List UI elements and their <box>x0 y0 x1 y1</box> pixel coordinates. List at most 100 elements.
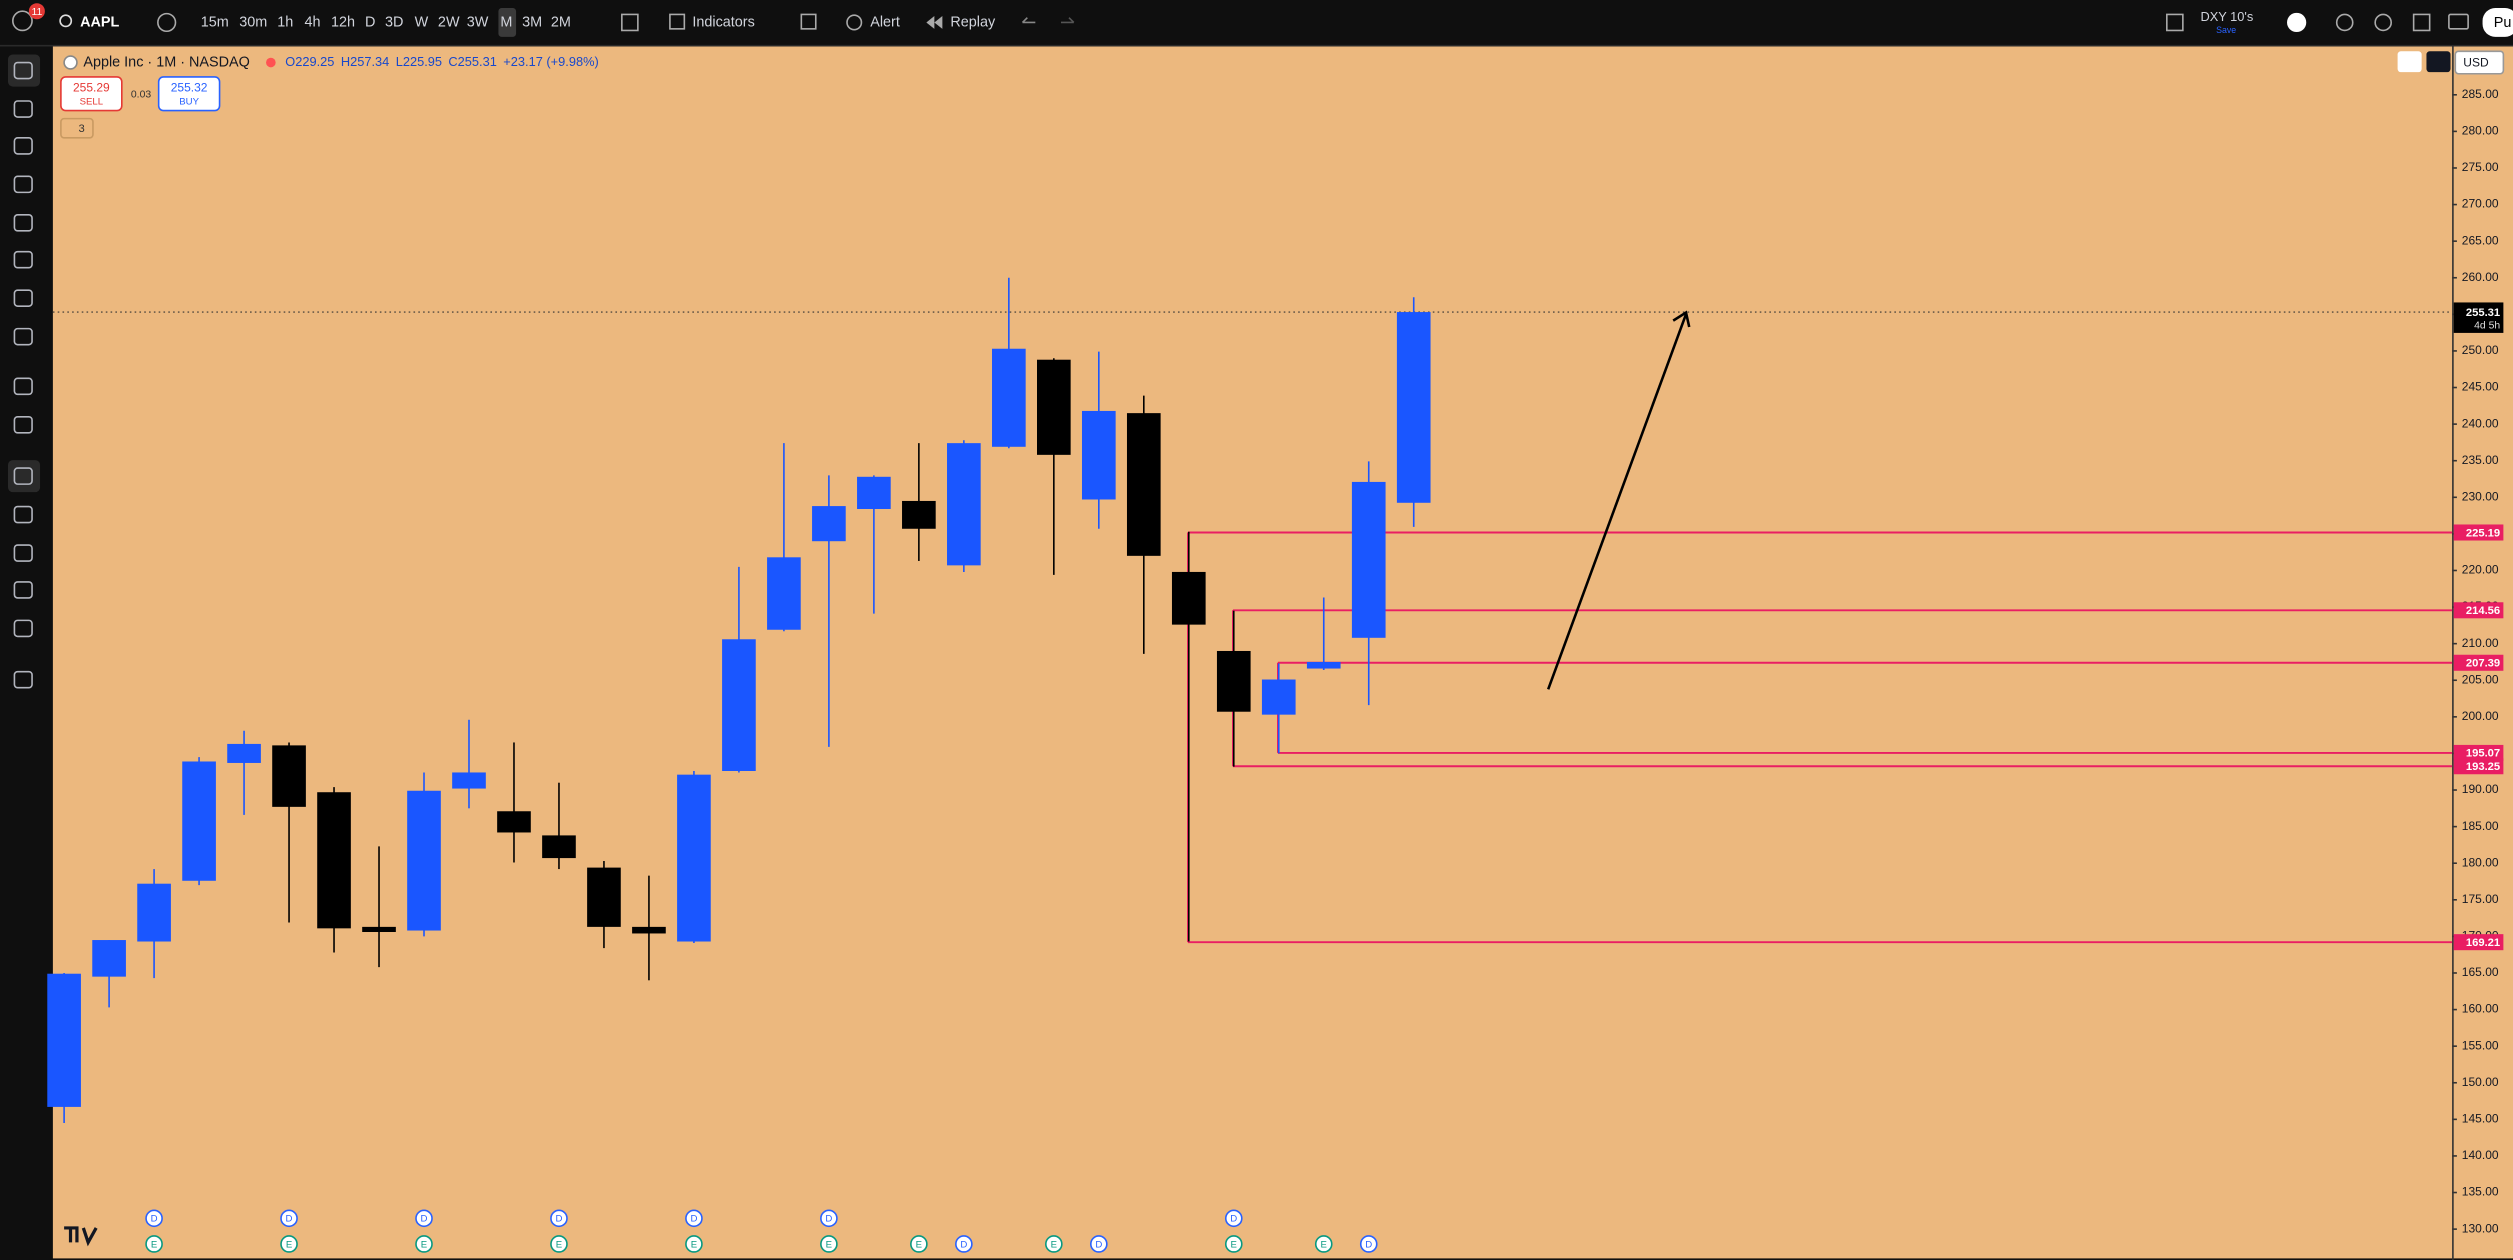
chart-type[interactable] <box>621 13 639 32</box>
publish-label[interactable]: Pu <box>2494 15 2512 31</box>
event-icon[interactable] <box>415 1209 433 1228</box>
event-icon[interactable] <box>550 1209 568 1228</box>
interval[interactable]: 12h <box>331 14 355 30</box>
event-label[interactable]: D <box>825 1214 832 1225</box>
alert-button[interactable]: Alert <box>870 14 900 30</box>
add-symbol[interactable] <box>157 12 177 33</box>
event-label[interactable]: E <box>916 1239 922 1250</box>
event-label[interactable]: D <box>1230 1214 1237 1225</box>
tool-icon[interactable] <box>13 505 33 524</box>
compare-box[interactable] <box>2166 13 2184 32</box>
settings[interactable] <box>2374 13 2392 32</box>
symbol[interactable]: AAPL <box>80 14 119 30</box>
event-icon[interactable] <box>820 1209 838 1228</box>
fullscreen[interactable] <box>2412 13 2431 32</box>
event-icon[interactable] <box>280 1209 298 1228</box>
search-icon[interactable] <box>59 14 73 28</box>
indicators-count[interactable]: 3 <box>79 123 85 135</box>
tool-icon[interactable] <box>13 581 33 599</box>
buy-button[interactable] <box>157 76 221 112</box>
event-label[interactable]: E <box>1051 1239 1057 1250</box>
sell-button[interactable] <box>60 76 123 112</box>
event-label[interactable]: E <box>556 1239 562 1250</box>
buy-label[interactable]: BUY <box>179 96 199 107</box>
event-icon[interactable] <box>685 1235 703 1253</box>
indicators-button[interactable]: Indicators <box>692 14 754 30</box>
event-icon[interactable] <box>955 1235 973 1253</box>
event-label[interactable]: D <box>555 1214 562 1225</box>
interval[interactable]: 4h <box>305 14 321 30</box>
indicators-toggle[interactable] <box>60 117 94 139</box>
interval[interactable]: 3D <box>385 14 403 30</box>
event-icon[interactable] <box>280 1235 298 1253</box>
compare-label[interactable]: DXY 10's <box>2200 9 2253 24</box>
event-label[interactable]: D <box>1095 1239 1102 1250</box>
event-label[interactable]: D <box>690 1214 697 1225</box>
event-label[interactable]: E <box>1321 1239 1327 1250</box>
event-label[interactable]: D <box>151 1214 158 1225</box>
event-label[interactable]: D <box>1365 1239 1372 1250</box>
tool-icon[interactable] <box>13 377 33 396</box>
event-label[interactable]: E <box>1231 1239 1237 1250</box>
interval[interactable]: M <box>500 14 512 30</box>
tool-icon[interactable] <box>13 214 33 232</box>
sync-button[interactable] <box>2426 51 2451 73</box>
snapshot[interactable] <box>2448 13 2469 30</box>
interval[interactable]: 1h <box>277 14 293 30</box>
event-icon[interactable] <box>1089 1235 1108 1253</box>
event-label[interactable]: D <box>286 1214 293 1225</box>
interval[interactable]: W <box>415 14 429 30</box>
event-icon[interactable] <box>145 1235 163 1253</box>
event-icon[interactable] <box>415 1235 433 1253</box>
tool-icon[interactable] <box>13 670 33 689</box>
event-icon[interactable] <box>1359 1235 1378 1253</box>
replay-button[interactable]: Replay <box>950 14 996 30</box>
redo[interactable] <box>1060 17 1075 24</box>
tool-icon[interactable] <box>13 289 33 307</box>
tool-icon[interactable] <box>13 137 33 155</box>
tool-icon[interactable] <box>13 327 33 346</box>
event-icon[interactable] <box>1045 1235 1063 1253</box>
profile[interactable] <box>2287 12 2307 33</box>
event-icon[interactable] <box>910 1235 928 1253</box>
event-icon[interactable] <box>550 1235 568 1253</box>
event-icon[interactable] <box>820 1235 838 1253</box>
event-icon[interactable] <box>685 1209 703 1228</box>
event-icon[interactable] <box>1224 1235 1243 1253</box>
tool-icon[interactable] <box>13 250 33 269</box>
undo[interactable] <box>1021 17 1036 24</box>
tool-icon[interactable] <box>13 619 33 638</box>
sell-label[interactable]: SELL <box>80 96 104 107</box>
tool-icon[interactable] <box>13 175 33 194</box>
menu-icon[interactable] <box>12 10 33 32</box>
quick-search[interactable] <box>2335 13 2354 32</box>
tool-icon[interactable] <box>13 467 33 485</box>
sell-price[interactable]: 255.29 <box>73 80 110 94</box>
currency-box[interactable] <box>2454 50 2505 75</box>
interval[interactable]: 3M <box>522 14 542 30</box>
tool-icon[interactable] <box>13 415 33 434</box>
tool-icon[interactable] <box>13 61 33 80</box>
interval[interactable]: 2W <box>438 14 460 30</box>
event-label[interactable]: E <box>286 1239 292 1250</box>
event-label[interactable]: D <box>960 1239 967 1250</box>
currency[interactable]: USD <box>2463 55 2489 69</box>
tool-icon[interactable] <box>13 100 33 118</box>
interval[interactable]: D <box>365 14 375 30</box>
event-label[interactable]: E <box>691 1239 697 1250</box>
event-label[interactable]: D <box>421 1214 428 1225</box>
interval[interactable]: 3W <box>467 14 489 30</box>
interval[interactable]: 30m <box>239 14 267 30</box>
layouts-icon[interactable] <box>800 13 817 30</box>
event-icon[interactable] <box>1224 1209 1243 1228</box>
buy-price[interactable]: 255.32 <box>171 80 208 94</box>
event-icon[interactable] <box>145 1209 163 1228</box>
save-label[interactable]: Save <box>2216 25 2236 35</box>
interval[interactable]: 2M <box>551 14 571 30</box>
interval[interactable]: 15m <box>201 14 229 30</box>
tool-icon[interactable] <box>13 544 33 562</box>
event-label[interactable]: E <box>151 1239 157 1250</box>
event-icon[interactable] <box>1314 1235 1333 1253</box>
event-label[interactable]: E <box>826 1239 832 1250</box>
publish-button[interactable] <box>2482 8 2513 37</box>
